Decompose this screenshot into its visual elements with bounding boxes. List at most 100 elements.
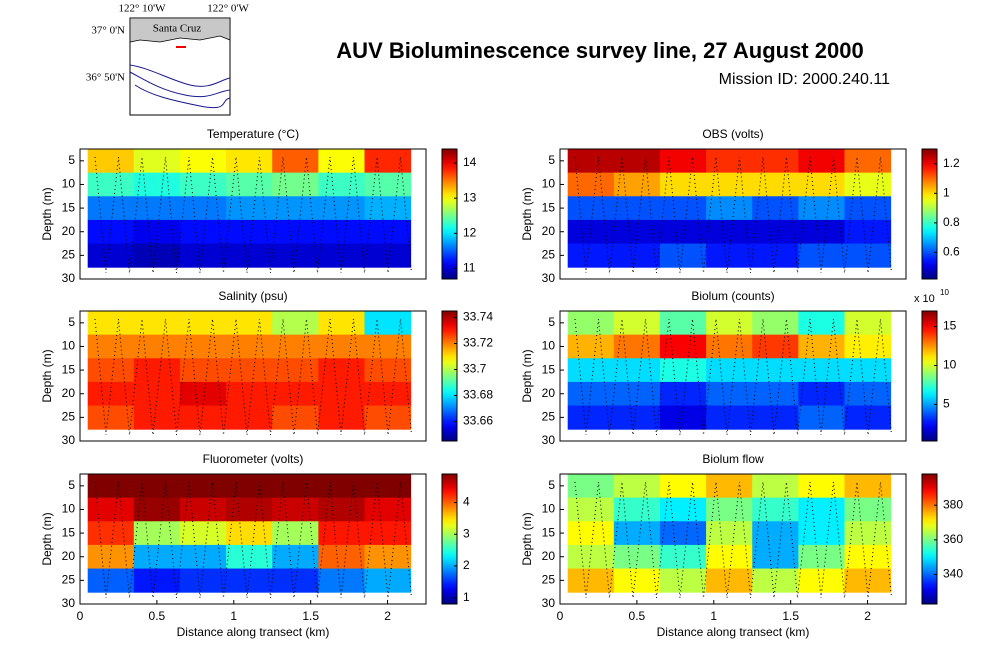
heat-cell	[659, 219, 707, 245]
heat-cell	[613, 172, 661, 197]
heat-cell	[798, 474, 845, 499]
heat-cell	[226, 311, 273, 336]
cells	[87, 311, 412, 436]
colorbar-tick-label: 0.6	[943, 245, 960, 259]
heat-cell	[659, 196, 707, 221]
heat-cell	[613, 521, 661, 546]
heat-cell	[318, 497, 365, 522]
panel-title: Fluorometer (volts)	[203, 452, 304, 466]
heat-cell	[318, 381, 365, 407]
colorbar-tick-label: 5	[943, 397, 950, 411]
y-tick-label: 30	[542, 271, 556, 285]
heat-cell	[226, 149, 273, 174]
heat-cell	[844, 358, 892, 383]
y-axis-label: Depth (m)	[40, 187, 54, 240]
colorbar-tick-label: 33.74	[463, 310, 493, 324]
heat-cell	[567, 219, 615, 245]
heat-cell	[752, 149, 799, 174]
heat-cell	[272, 243, 319, 268]
heat-cell	[226, 172, 273, 197]
y-tick-label: 5	[68, 315, 75, 329]
x-tick-label: 1	[710, 609, 717, 623]
plot-frame	[559, 473, 907, 605]
heat-cell	[613, 474, 661, 499]
heat-cell	[87, 243, 135, 268]
y-axis-label: Depth (m)	[520, 187, 534, 240]
heat-cell	[567, 568, 615, 593]
heat-cell	[318, 243, 365, 268]
heat-cell	[133, 311, 181, 336]
y-tick-label: 20	[542, 224, 556, 238]
y-axis-label: Depth (m)	[40, 349, 54, 402]
heat-cell	[179, 474, 227, 499]
heat-cell	[613, 568, 661, 593]
heat-cell	[272, 311, 319, 336]
y-tick-label: 5	[68, 153, 75, 167]
heat-cell	[272, 497, 319, 522]
heat-cell	[87, 497, 135, 522]
plot-frame	[79, 148, 427, 280]
cells	[87, 474, 412, 599]
heat-cell	[844, 311, 892, 336]
heat-cell	[752, 544, 799, 570]
heat-cell	[706, 243, 753, 268]
colorbar-tick-label: 4	[463, 495, 470, 509]
heat-cell	[364, 172, 412, 197]
heat-cell	[659, 149, 707, 174]
x-tick-label: 2	[384, 609, 391, 623]
heat-cell	[364, 149, 412, 174]
y-tick-label: 10	[62, 177, 76, 191]
heat-cell	[844, 196, 892, 221]
panel-title: Salinity (psu)	[218, 289, 287, 303]
colorbar-tick-label: 33.7	[463, 362, 487, 376]
heat-cell	[798, 172, 845, 197]
cells	[567, 149, 892, 274]
y-tick-label: 25	[62, 248, 76, 262]
colorbar-tick-label: 3	[463, 526, 470, 540]
heat-cell	[226, 219, 273, 245]
y-tick-label: 10	[62, 502, 76, 516]
colorbar-tick-label: 380	[943, 497, 963, 511]
heat-cell	[272, 196, 319, 221]
auv-track	[574, 156, 892, 274]
auv-track	[94, 156, 412, 274]
colorbar-tick-label: 11	[463, 261, 476, 275]
colorbar-tick-label: 360	[943, 532, 963, 546]
heat-cell	[706, 149, 753, 174]
heat-cell	[226, 568, 273, 593]
colorbar-tick-label: 33.68	[463, 388, 493, 402]
heat-cell	[87, 544, 135, 570]
colorbar-tick-label: 14	[463, 155, 477, 169]
heat-cell	[567, 544, 615, 570]
heat-cell	[798, 219, 845, 245]
x-tick-label: 1.5	[782, 609, 799, 623]
heat-cell	[752, 568, 799, 593]
auv-track	[94, 318, 412, 436]
colorbar-tick-label: 1.2	[943, 156, 960, 170]
panel-title: Biolum (counts)	[691, 289, 774, 303]
heat-cell	[226, 521, 273, 546]
heat-cell	[567, 474, 615, 499]
heat-cell	[567, 521, 615, 546]
heat-cell	[364, 243, 412, 268]
heat-cell	[226, 196, 273, 221]
heat-cell	[752, 219, 799, 245]
y-tick-label: 25	[542, 410, 556, 424]
heat-cell	[179, 196, 227, 221]
heat-cell	[318, 172, 365, 197]
heat-cell	[752, 405, 799, 430]
map-x-tick-label: 122° 10'W	[118, 3, 166, 15]
panel-title: Temperature (°C)	[207, 127, 299, 141]
heat-cell	[272, 219, 319, 245]
heat-cell	[318, 311, 365, 336]
map-x-tick-label: 122° 0'W	[207, 3, 249, 15]
heat-cell	[364, 568, 412, 593]
contour	[129, 64, 231, 87]
heat-cell	[706, 521, 753, 546]
figure-title: AUV Bioluminescence survey line, 27 Augu…	[336, 38, 863, 63]
heat-cell	[798, 149, 845, 174]
heat-cell	[226, 405, 273, 430]
heat-cell	[364, 358, 412, 383]
heat-cell	[567, 497, 615, 522]
y-tick-label: 25	[542, 248, 556, 262]
